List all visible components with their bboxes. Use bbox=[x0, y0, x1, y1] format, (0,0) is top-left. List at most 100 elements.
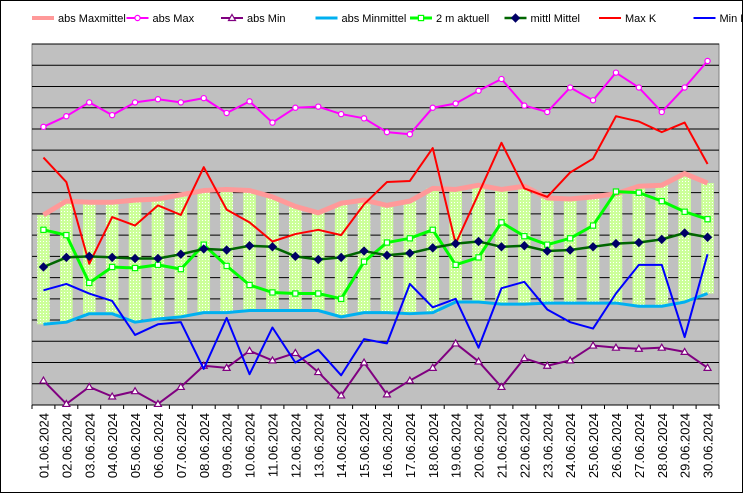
data-point bbox=[450, 238, 461, 249]
data-point bbox=[267, 242, 278, 252]
x-tick-label: 26.06.2024 bbox=[609, 413, 624, 478]
legend-item: abs Maxmittel bbox=[32, 13, 126, 25]
data-point bbox=[107, 252, 117, 263]
data-point bbox=[681, 84, 688, 91]
data-point bbox=[177, 265, 185, 273]
data-point bbox=[658, 108, 665, 116]
x-tick-label: 28.06.2024 bbox=[655, 413, 670, 478]
x-tick-label: 16.06.2024 bbox=[380, 413, 395, 478]
x-tick-label: 12.06.2024 bbox=[288, 413, 303, 478]
data-point bbox=[681, 208, 688, 215]
legend-item: abs Max bbox=[126, 13, 195, 25]
x-tick-label: 10.06.2024 bbox=[243, 413, 258, 478]
legend-label: Min K bbox=[720, 13, 743, 25]
data-point bbox=[292, 104, 299, 111]
legend-label: abs Min bbox=[247, 13, 286, 25]
data-point bbox=[382, 250, 392, 260]
data-point bbox=[475, 87, 482, 94]
data-point bbox=[704, 215, 711, 223]
series-abs-max bbox=[40, 57, 711, 138]
legend-label: abs Max bbox=[153, 13, 195, 25]
legend-item: abs Min bbox=[221, 13, 286, 25]
data-point bbox=[38, 375, 48, 384]
data-point bbox=[657, 234, 667, 245]
series-abs-minmittel bbox=[43, 292, 709, 326]
x-tick-label: 07.06.2024 bbox=[174, 413, 189, 478]
x-tick-label: 15.06.2024 bbox=[357, 413, 372, 478]
x-tick-label: 01.06.2024 bbox=[36, 413, 51, 478]
data-point bbox=[221, 245, 232, 255]
data-point bbox=[61, 399, 71, 408]
data-point bbox=[612, 188, 620, 195]
data-point bbox=[153, 399, 163, 408]
data-point bbox=[246, 281, 253, 289]
data-point bbox=[177, 99, 185, 106]
data-point bbox=[406, 235, 414, 242]
data-point bbox=[313, 254, 323, 265]
data-point bbox=[406, 131, 414, 138]
x-tick-label: 20.06.2024 bbox=[472, 413, 487, 478]
data-point bbox=[405, 248, 415, 258]
data-point bbox=[588, 242, 598, 252]
data-point bbox=[245, 346, 255, 354]
data-point bbox=[496, 242, 507, 252]
legend-item: 2 m aktuell bbox=[410, 13, 489, 25]
range-bar bbox=[243, 190, 256, 311]
data-point bbox=[222, 363, 232, 371]
data-point bbox=[702, 232, 713, 242]
data-point bbox=[521, 232, 528, 240]
x-tick-label: 19.06.2024 bbox=[449, 413, 464, 478]
plot-area bbox=[31, 43, 720, 406]
data-point bbox=[589, 222, 597, 229]
data-point bbox=[611, 342, 621, 351]
data-point bbox=[86, 279, 93, 287]
x-tick-label: 06.06.2024 bbox=[151, 413, 166, 478]
range-bar bbox=[678, 173, 691, 303]
data-point bbox=[290, 251, 301, 262]
data-point bbox=[452, 261, 459, 269]
x-tick-label: 23.06.2024 bbox=[540, 413, 555, 478]
data-point bbox=[107, 391, 117, 400]
x-tick-label: 03.06.2024 bbox=[82, 413, 97, 478]
series-line bbox=[43, 292, 709, 326]
data-point bbox=[498, 75, 505, 83]
data-point bbox=[336, 252, 346, 263]
data-point bbox=[131, 264, 139, 272]
data-point bbox=[359, 246, 369, 256]
legend-item: abs Minmittel bbox=[315, 13, 406, 25]
data-point bbox=[542, 361, 552, 369]
series-line bbox=[43, 60, 709, 136]
data-point bbox=[588, 340, 598, 349]
data-point bbox=[84, 382, 94, 391]
data-point bbox=[498, 219, 505, 226]
data-point bbox=[510, 13, 521, 23]
data-point bbox=[359, 357, 369, 366]
x-tick-label: 13.06.2024 bbox=[311, 413, 326, 478]
data-point bbox=[658, 197, 665, 205]
series-line bbox=[43, 253, 709, 377]
data-point bbox=[336, 390, 346, 399]
data-point bbox=[704, 57, 711, 65]
x-tick-label: 22.06.2024 bbox=[517, 413, 532, 478]
legend-item: mittl Mittel bbox=[504, 13, 580, 25]
x-tick-label: 09.06.2024 bbox=[220, 413, 235, 478]
x-tick-label: 30.06.2024 bbox=[701, 413, 716, 478]
data-point bbox=[566, 235, 574, 242]
data-point bbox=[542, 246, 552, 256]
range-bar bbox=[357, 200, 371, 313]
data-point bbox=[108, 111, 116, 119]
data-point bbox=[40, 226, 47, 234]
data-point bbox=[108, 263, 116, 271]
x-tick-label: 14.06.2024 bbox=[334, 413, 349, 478]
x-tick-label: 04.06.2024 bbox=[105, 413, 120, 478]
x-tick-label: 25.06.2024 bbox=[586, 413, 601, 478]
data-point bbox=[176, 249, 186, 259]
data-point bbox=[635, 189, 643, 196]
data-point bbox=[428, 363, 438, 371]
data-point bbox=[154, 96, 162, 103]
data-point bbox=[131, 99, 139, 106]
data-point bbox=[199, 244, 209, 254]
data-point bbox=[315, 103, 322, 110]
x-tick-label: 29.06.2024 bbox=[678, 413, 693, 478]
